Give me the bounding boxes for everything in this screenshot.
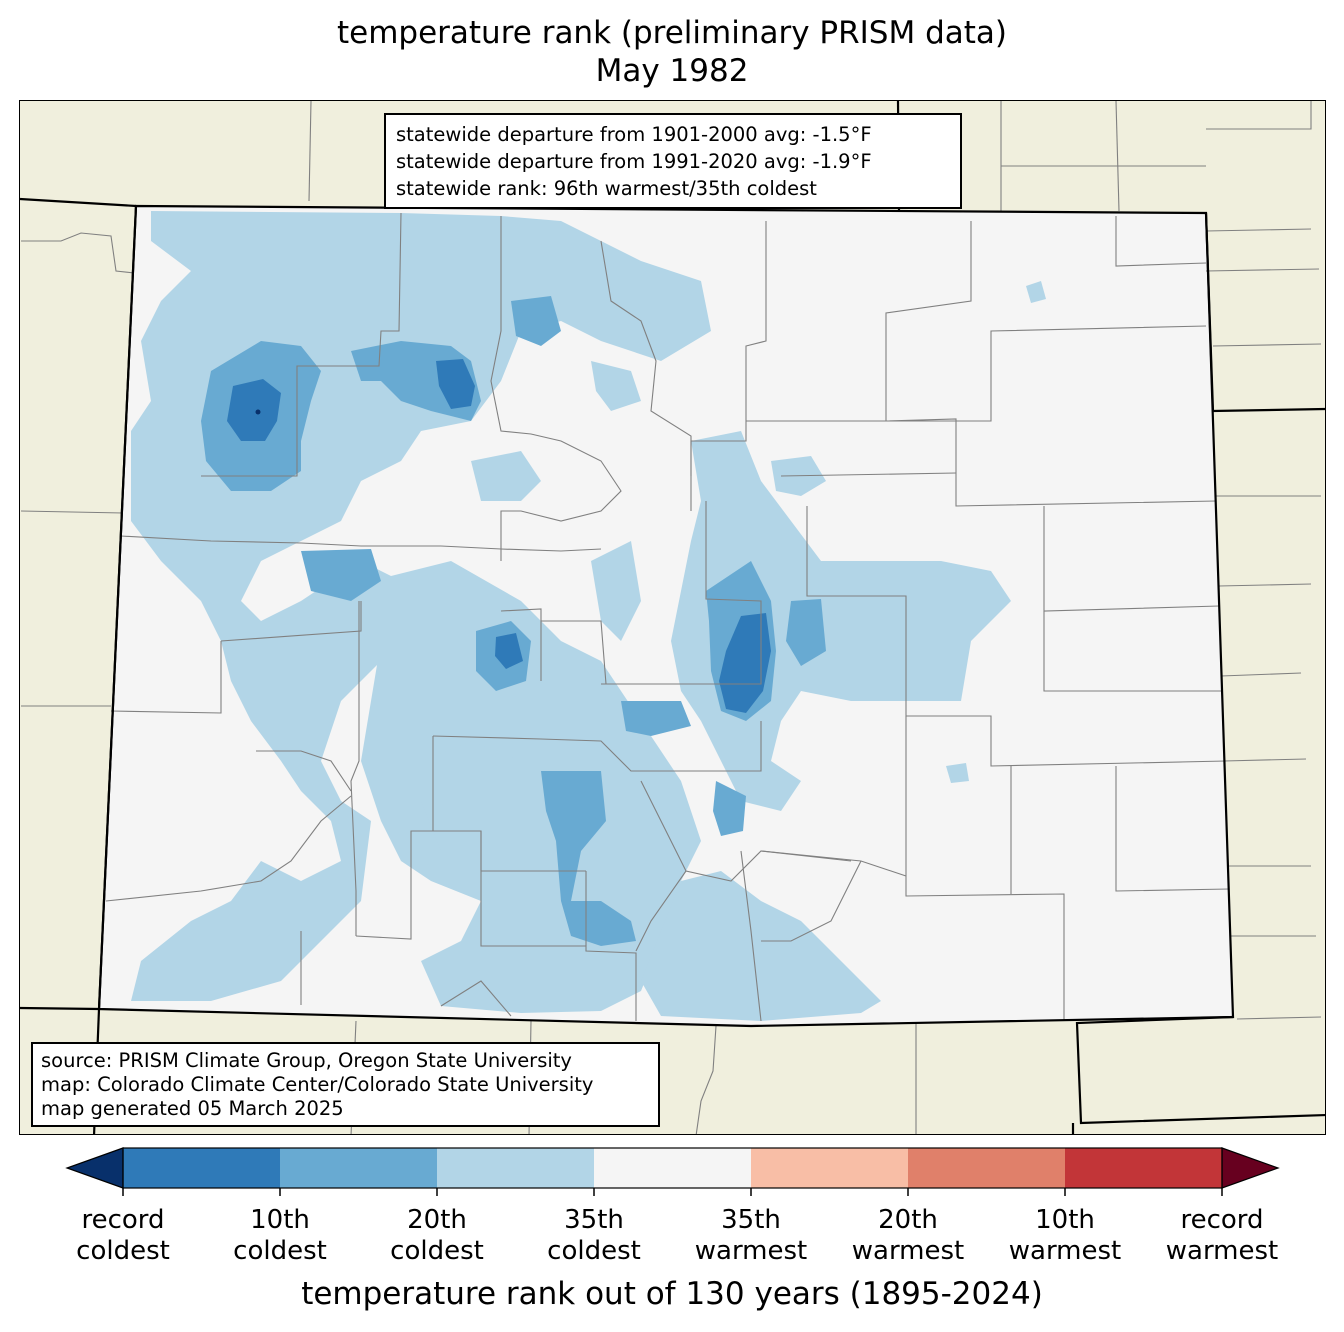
colorbar-tick-label-7: record warmest xyxy=(1137,1205,1307,1267)
colorado-rank-map xyxy=(20,101,1325,1134)
record-coldest-spot xyxy=(255,409,261,415)
statewide-stats-box: statewide departure from 1901-2000 avg: … xyxy=(384,113,962,209)
map-subtitle-month: May 1982 xyxy=(595,53,749,89)
county-boundaries xyxy=(105,212,1230,1022)
colorbar-tick-label-line2: warmest xyxy=(1165,1236,1279,1266)
colorbar-over-arrow xyxy=(1221,1147,1280,1189)
colorbar xyxy=(65,1147,1280,1196)
departure-1991-2020: statewide departure from 1991-2020 avg: … xyxy=(396,150,872,173)
colorbar-tick-label-line2: coldest xyxy=(547,1236,641,1266)
colorbar-tick-label-line1: 35th xyxy=(721,1205,781,1235)
map-title: temperature rank (preliminary PRISM data… xyxy=(336,15,1007,51)
generated-date-line: map generated 05 March 2025 xyxy=(41,1097,344,1120)
colorbar-tick-label-line1: 10th xyxy=(1035,1205,1095,1235)
colorbar-tick-label-line2: coldest xyxy=(76,1236,170,1266)
colorbar-outline xyxy=(122,1147,1223,1189)
colorbar-bin-2 xyxy=(437,1148,595,1188)
colorbar-tick-label-3: 35th coldest xyxy=(509,1205,679,1267)
departure-1901-2000: statewide departure from 1901-2000 avg: … xyxy=(396,123,872,146)
colorbar-bin-0 xyxy=(123,1148,281,1188)
colorbar-bin-5 xyxy=(908,1148,1066,1188)
colorbar-tick-label-line2: warmest xyxy=(694,1236,808,1266)
colorbar-tick-label-line1: record xyxy=(1180,1205,1264,1235)
map-credit-line: map: Colorado Climate Center/Colorado St… xyxy=(41,1073,594,1096)
colorbar-tick-label-line1: record xyxy=(81,1205,165,1235)
colorbar-bin-4 xyxy=(751,1148,909,1188)
colorbar-title: temperature rank out of 130 years (1895-… xyxy=(301,1276,1043,1312)
map-panel: statewide departure from 1901-2000 avg: … xyxy=(19,100,1326,1135)
colorbar-tick-label-6: 10th warmest xyxy=(980,1205,1150,1267)
colorbar-tick-label-line2: coldest xyxy=(233,1236,327,1266)
colorbar-under-arrow xyxy=(65,1147,124,1189)
colorbar-tick-label-line1: 35th xyxy=(564,1205,624,1235)
colorbar-tick-label-0: record coldest xyxy=(38,1205,208,1267)
colorbar-tick-label-line1: 20th xyxy=(407,1205,467,1235)
statewide-rank: statewide rank: 96th warmest/35th coldes… xyxy=(396,177,817,200)
colorbar-bin-6 xyxy=(1065,1148,1223,1188)
colorbar-tick-label-2: 20th coldest xyxy=(352,1205,522,1267)
source-line: source: PRISM Climate Group, Oregon Stat… xyxy=(41,1049,572,1072)
rank-record-10th-coldest-areas xyxy=(227,359,771,713)
colorbar-tick-label-5: 20th warmest xyxy=(823,1205,993,1267)
source-box: source: PRISM Climate Group, Oregon Stat… xyxy=(31,1042,660,1127)
colorbar-bin-3 xyxy=(594,1148,752,1188)
colorbar-bin-1 xyxy=(280,1148,438,1188)
colorbar-tick-label-line2: warmest xyxy=(1008,1236,1122,1266)
colorbar-tick-label-line2: warmest xyxy=(851,1236,965,1266)
colorbar-tick-label-4: 35th warmest xyxy=(666,1205,836,1267)
colorbar-tick-label-1: 10th coldest xyxy=(195,1205,365,1267)
colorbar-tick-label-line1: 20th xyxy=(878,1205,938,1235)
colorbar-tick-label-line1: 10th xyxy=(250,1205,310,1235)
colorbar-tick-label-line2: coldest xyxy=(390,1236,484,1266)
